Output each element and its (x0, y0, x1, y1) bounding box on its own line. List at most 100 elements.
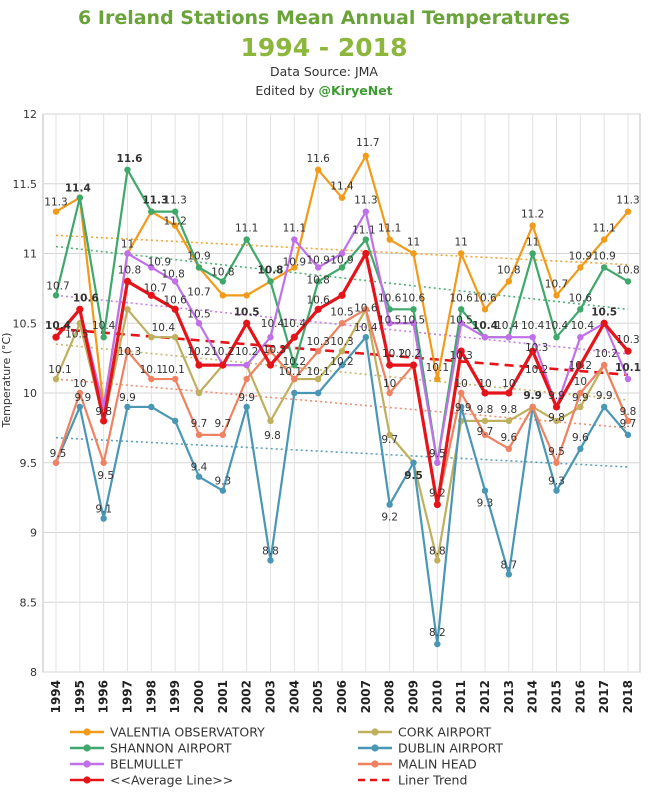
data-point (338, 347, 346, 355)
data-point (314, 278, 322, 285)
x-tick-label: 2010 (430, 680, 444, 713)
data-label: 9.2 (381, 512, 398, 524)
data-label: 10.9 (306, 254, 329, 266)
data-label: 9.9 (523, 390, 542, 402)
data-point (266, 361, 275, 369)
data-label: 11 (526, 237, 539, 249)
data-point (195, 361, 203, 369)
data-point (529, 347, 537, 355)
edited-by: Edited by @KiryeNet (255, 83, 392, 98)
series-trend-line (55, 234, 629, 266)
data-point (148, 208, 155, 215)
data-label: 9.7 (620, 418, 637, 430)
x-tick-label: 1997 (121, 680, 135, 713)
data-label: 10.8 (211, 266, 234, 278)
data-point (195, 473, 203, 480)
series-trend-line (55, 294, 629, 355)
data-label: 10.6 (473, 292, 497, 304)
data-point (338, 250, 346, 257)
data-label: 10.6 (378, 292, 402, 304)
data-label: 9.5 (404, 470, 423, 482)
legend-label: SHANNON AIRPORT (110, 741, 232, 756)
data-point (243, 236, 250, 243)
data-label: 10.1 (161, 364, 184, 376)
x-tick-label: 2016 (573, 680, 587, 713)
data-point (219, 361, 227, 369)
data-point (577, 403, 584, 411)
legend-marker (371, 728, 379, 736)
data-label: 11.6 (117, 153, 143, 165)
x-tick-label: 2008 (383, 680, 397, 713)
data-label: 9.9 (119, 392, 136, 404)
legend-label: <<Average Line>> (110, 773, 233, 788)
data-point (624, 278, 632, 285)
data-label: 10.4 (495, 320, 519, 332)
data-label: 9.9 (596, 390, 613, 402)
data-label: 9.2 (429, 488, 446, 500)
data-label: 11.1 (592, 223, 615, 235)
series-trend-line (55, 245, 629, 311)
data-point (362, 334, 370, 341)
data-point (124, 166, 131, 173)
data-label: 10.2 (330, 356, 353, 368)
data-point (529, 334, 536, 341)
data-point (148, 403, 155, 411)
data-point (171, 334, 179, 341)
edited-by-prefix: Edited by (255, 83, 318, 98)
data-point (243, 292, 250, 299)
data-label: 11.1 (378, 223, 401, 235)
x-tick-label: 2011 (454, 680, 468, 713)
legend-label: CORK AIRPORT (398, 725, 491, 740)
data-label: 10.7 (187, 286, 210, 298)
data-label: 8.7 (500, 559, 517, 571)
data-label: 10.8 (306, 274, 329, 286)
data-point (124, 403, 131, 411)
data-point (577, 306, 584, 313)
data-point (600, 319, 608, 327)
legend-label: BELMULLET (110, 757, 183, 772)
data-label: 10.3 (616, 334, 639, 346)
data-point (386, 236, 393, 243)
data-label: 9.1 (95, 504, 112, 516)
data-point (314, 166, 322, 173)
data-label: 10.3 (263, 344, 286, 356)
data-point (219, 431, 227, 439)
data-point (624, 347, 632, 355)
data-label: 9.8 (548, 412, 565, 424)
data-point (505, 278, 513, 285)
data-label: 11 (407, 237, 420, 249)
data-label: 10.5 (65, 328, 88, 340)
data-point (148, 264, 155, 271)
y-axis-label: Temperature (°C) (0, 333, 13, 429)
y-tick-label: 10.5 (13, 317, 38, 330)
legend-label: Liner Trend (398, 773, 467, 788)
data-label: 9.3 (477, 498, 494, 510)
x-tick-label: 2007 (359, 680, 373, 713)
data-label: 9.6 (572, 432, 589, 444)
x-tick-label: 1994 (49, 680, 63, 713)
data-point (338, 320, 346, 327)
data-point (290, 333, 298, 341)
data-point (100, 459, 107, 466)
data-point (267, 334, 274, 341)
data-point (386, 431, 393, 439)
x-tick-label: 2018 (621, 680, 635, 713)
data-point (124, 347, 131, 355)
data-point (291, 389, 298, 397)
data-point (314, 375, 322, 383)
data-label: 10.7 (46, 280, 69, 292)
data-point (600, 264, 608, 271)
data-label: 10.4 (571, 320, 595, 332)
data-point (600, 403, 608, 411)
x-tick-label: 2002 (240, 680, 254, 713)
data-point (434, 459, 441, 466)
x-tick-label: 2012 (478, 680, 492, 713)
data-point (148, 334, 155, 341)
data-label: 9.5 (429, 448, 446, 460)
data-point (267, 347, 274, 355)
data-point (481, 306, 489, 313)
data-point (195, 320, 203, 327)
data-point (52, 292, 60, 299)
data-point (481, 389, 489, 397)
data-label: 9.8 (477, 404, 494, 416)
